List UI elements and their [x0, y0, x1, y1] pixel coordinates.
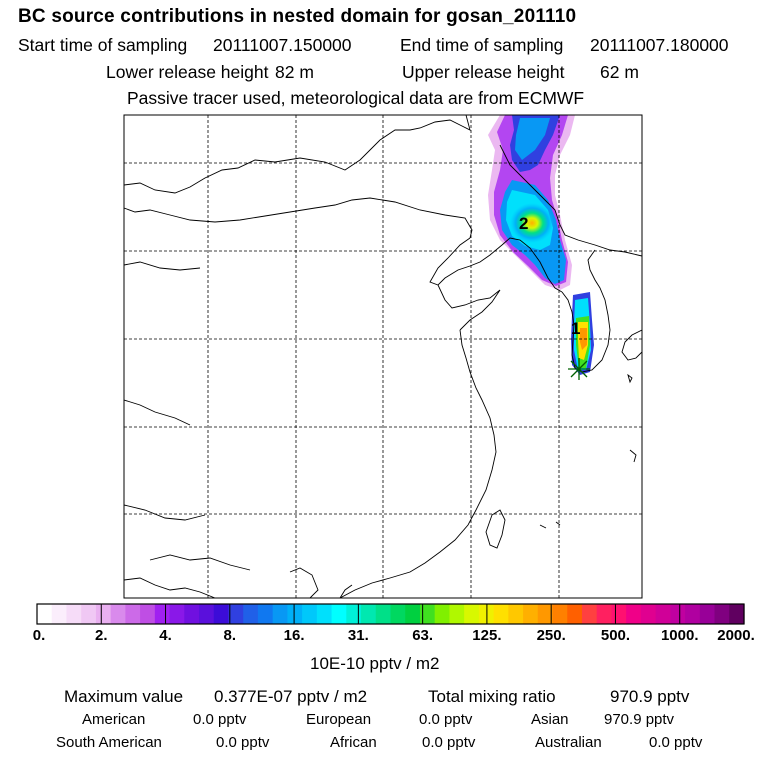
colorbar-cell — [581, 604, 598, 624]
end-time-label: End time of sampling — [400, 35, 564, 55]
colorbar-label: 500. — [600, 627, 631, 644]
colorbar-cell — [37, 604, 53, 624]
colorbar-cell — [140, 604, 156, 624]
colorbar-label: 4. — [159, 627, 172, 644]
colorbar-cell — [640, 604, 657, 624]
colorbar-cell — [567, 604, 583, 624]
region-australian-value: 0.0 pptv — [649, 734, 703, 751]
colorbar-cell — [154, 604, 171, 624]
colorbar-frame — [36, 603, 745, 625]
coastlines — [124, 115, 642, 598]
colorbar-cell — [331, 604, 347, 624]
colorbar-cell — [655, 604, 671, 624]
lower-height-value: 82 m — [275, 62, 314, 82]
colorbar-cell — [110, 604, 126, 624]
colorbar-cell — [169, 604, 185, 624]
colorbar-cell — [405, 604, 421, 624]
colorbar-cell — [670, 604, 686, 624]
colorbar-cell — [213, 604, 230, 624]
max-value: 0.377E-07 pptv / m2 — [214, 687, 368, 706]
colorbar-cell — [685, 604, 701, 624]
region-south-american-value: 0.0 pptv — [216, 734, 270, 751]
total-mixing-value: 970.9 pptv — [610, 687, 690, 706]
tracer-note: Passive tracer used, meteorological data… — [127, 88, 585, 108]
colorbar-label: 2. — [95, 627, 108, 644]
region-asian-name: Asian — [531, 711, 569, 728]
marker-1-label: 1 — [571, 319, 580, 338]
map-grid — [124, 115, 642, 598]
colorbar-cell — [125, 604, 141, 624]
colorbar-cell — [523, 604, 539, 624]
colorbar-cell — [419, 604, 436, 624]
colorbar-unit: 10E-10 pptv / m2 — [310, 654, 440, 673]
region-american-value: 0.0 pptv — [193, 711, 247, 728]
colorbar-label: 31. — [347, 627, 369, 644]
region-american-name: American — [82, 711, 146, 728]
map-title: BC source contributions in nested domain… — [18, 6, 577, 27]
region-south-american-name: South American — [56, 734, 162, 751]
colorbar-label: 125. — [472, 627, 502, 644]
colorbar-cell — [243, 604, 259, 624]
region-european-value: 0.0 pptv — [419, 711, 473, 728]
colorbar-cell — [390, 604, 406, 624]
colorbar-cell — [316, 604, 333, 624]
colorbar-label: 1000. — [660, 627, 699, 644]
colorbar-cell — [346, 604, 362, 624]
colorbar-cell — [81, 604, 97, 624]
colorbar-cell — [199, 604, 215, 624]
map-frame — [123, 114, 643, 599]
colorbar-label: 0. — [32, 627, 46, 644]
upper-height-label: Upper release height — [402, 62, 565, 82]
region-european-name: European — [306, 711, 372, 728]
colorbar-cell — [537, 604, 554, 624]
colorbar-cell — [611, 604, 627, 624]
colorbar-cell — [302, 604, 318, 624]
upper-height-value: 62 m — [600, 62, 639, 82]
colorbar-cell — [449, 604, 465, 624]
colorbar-cell — [228, 604, 244, 624]
plume-hotspot-2 — [510, 203, 554, 243]
colorbar-cell — [729, 604, 745, 624]
colorbar-cell — [464, 604, 480, 624]
receptor-star-icon — [568, 358, 590, 380]
plume-cyan-top — [515, 118, 550, 160]
start-time-value: 20111007.150000 — [213, 35, 352, 55]
start-time-label: Start time of sampling — [18, 35, 188, 55]
colorbar-cell — [434, 604, 451, 624]
colorbar-label: 2000. — [717, 627, 755, 644]
colorbar-cell — [272, 604, 288, 624]
region-australian-name: Australian — [535, 734, 602, 751]
lower-height-label: Lower release height — [106, 62, 269, 82]
region-african-name: African — [330, 734, 377, 751]
colorbar-cell — [596, 604, 613, 624]
end-time-value: 20111007.180000 — [590, 35, 729, 55]
colorbar-label: 250. — [536, 627, 566, 644]
plume-lower-orange — [580, 328, 587, 350]
colorbar-cell — [552, 604, 568, 624]
colorbar-cell — [508, 604, 524, 624]
colorbar-label: 8. — [223, 627, 237, 644]
colorbar-label: 16. — [283, 627, 305, 644]
colorbar-label: 63. — [412, 627, 434, 644]
colorbar-cell — [699, 604, 716, 624]
colorbar-cell — [493, 604, 509, 624]
colorbar-cell — [714, 604, 730, 624]
colorbar-cell — [184, 604, 200, 624]
colorbar-cell — [287, 604, 303, 624]
colorbar-cell — [375, 604, 392, 624]
total-mixing-label: Total mixing ratio — [428, 687, 556, 706]
colorbar-cell — [257, 604, 274, 624]
colorbar-cell — [361, 604, 377, 624]
marker-2-label: 2 — [519, 214, 528, 233]
colorbar-cell — [626, 604, 642, 624]
region-asian-value: 970.9 pptv — [604, 711, 675, 728]
colorbar-cell — [95, 604, 112, 624]
colorbar-cell — [51, 604, 68, 624]
region-african-value: 0.0 pptv — [422, 734, 476, 751]
max-value-label: Maximum value — [64, 687, 184, 706]
colorbar-cell — [66, 604, 82, 624]
